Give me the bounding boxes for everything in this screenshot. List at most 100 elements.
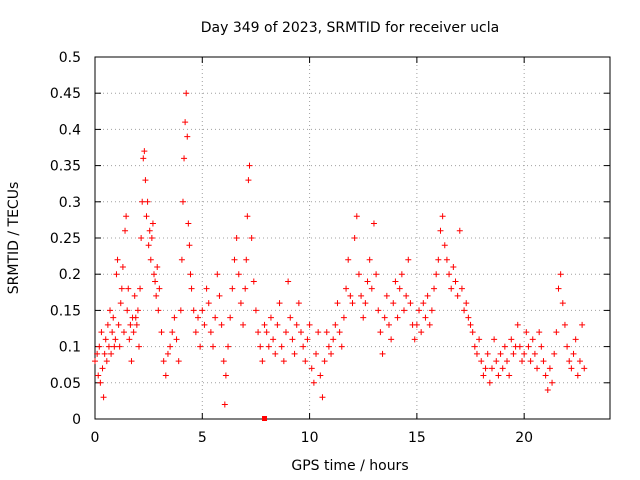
data-point xyxy=(289,336,296,343)
data-point xyxy=(491,336,498,343)
data-point xyxy=(576,358,583,365)
data-point xyxy=(315,329,322,336)
data-point xyxy=(148,235,155,241)
data-point xyxy=(480,372,487,379)
y-tick-label: 0.2 xyxy=(59,267,81,283)
data-point xyxy=(360,314,367,321)
data-point xyxy=(476,336,483,343)
data-point xyxy=(107,307,114,314)
data-point xyxy=(243,256,250,263)
data-point xyxy=(373,271,380,278)
data-point xyxy=(118,285,125,292)
data-point xyxy=(403,292,410,299)
data-point xyxy=(151,271,158,278)
data-point xyxy=(338,343,345,350)
data-point xyxy=(257,343,264,350)
data-point xyxy=(100,394,107,401)
data-point xyxy=(127,321,134,328)
data-point xyxy=(153,292,160,299)
data-point xyxy=(433,271,440,278)
data-point xyxy=(173,336,180,343)
data-point xyxy=(561,321,568,328)
data-point xyxy=(461,307,468,314)
data-point xyxy=(94,350,101,357)
data-point xyxy=(175,358,182,365)
data-point xyxy=(276,300,283,307)
data-point xyxy=(304,336,311,343)
data-point xyxy=(185,220,192,227)
data-point xyxy=(508,336,515,343)
data-point xyxy=(210,343,217,350)
data-point xyxy=(549,379,556,386)
data-point xyxy=(261,321,268,328)
data-point xyxy=(396,285,403,292)
data-point xyxy=(190,307,197,314)
data-point xyxy=(95,372,102,379)
data-point xyxy=(218,321,225,328)
data-point xyxy=(199,307,206,314)
data-point xyxy=(424,292,431,299)
data-point xyxy=(439,213,446,220)
data-point xyxy=(308,365,315,372)
data-point xyxy=(152,278,159,285)
data-point xyxy=(201,321,208,328)
data-point xyxy=(349,300,356,307)
data-point xyxy=(225,343,232,350)
data-point xyxy=(156,285,163,292)
data-point xyxy=(566,358,573,365)
data-point xyxy=(559,300,566,307)
data-point xyxy=(471,343,478,350)
data-point xyxy=(143,213,150,220)
data-point xyxy=(452,278,459,285)
data-point xyxy=(167,343,174,350)
data-point xyxy=(272,350,279,357)
data-point xyxy=(385,321,392,328)
data-point xyxy=(431,285,438,292)
data-point xyxy=(197,343,204,350)
data-point xyxy=(332,321,339,328)
data-point xyxy=(446,271,453,278)
data-point xyxy=(330,336,337,343)
data-point xyxy=(128,358,135,365)
data-point xyxy=(227,314,234,321)
data-point xyxy=(358,292,365,299)
data-point xyxy=(96,343,103,350)
data-point xyxy=(420,300,427,307)
data-point xyxy=(362,300,369,307)
y-tick-label: 0.5 xyxy=(59,50,81,66)
data-point xyxy=(313,350,320,357)
data-point xyxy=(171,314,178,321)
y-tick-label: 0.1 xyxy=(59,340,81,356)
data-point xyxy=(130,329,137,336)
data-point xyxy=(486,379,493,386)
data-point xyxy=(407,300,414,307)
data-point xyxy=(186,242,193,249)
data-point xyxy=(366,256,373,263)
data-point xyxy=(212,314,219,321)
data-point xyxy=(92,358,98,365)
data-point xyxy=(149,220,156,227)
x-tick-label: 15 xyxy=(408,430,426,446)
data-point xyxy=(178,256,185,263)
data-point xyxy=(340,314,347,321)
x-tick-label: 10 xyxy=(301,430,319,446)
data-point xyxy=(131,292,138,299)
data-point xyxy=(102,336,109,343)
data-point xyxy=(278,343,285,350)
data-point xyxy=(115,321,122,328)
data-point xyxy=(534,365,541,372)
data-point xyxy=(203,285,210,292)
data-point xyxy=(370,220,377,227)
data-point xyxy=(112,336,119,343)
data-point xyxy=(572,336,579,343)
data-point xyxy=(183,90,190,97)
data-point xyxy=(437,227,444,234)
y-tick-label: 0 xyxy=(72,412,81,428)
data-point xyxy=(540,358,547,365)
data-point xyxy=(448,285,455,292)
data-point xyxy=(465,314,472,321)
y-tick-label: 0.35 xyxy=(50,159,81,175)
data-point xyxy=(413,321,420,328)
data-point xyxy=(195,314,201,321)
data-point xyxy=(300,343,307,350)
